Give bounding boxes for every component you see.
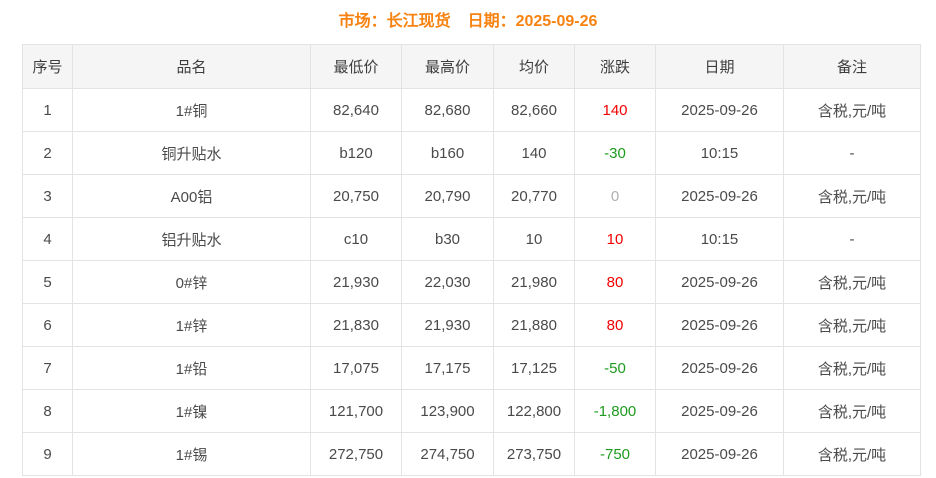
- cell-note: 含税,元/吨: [783, 389, 921, 433]
- header-col-name: 品名: [72, 44, 311, 89]
- cell-avg: 20,770: [493, 174, 575, 218]
- cell-name: 1#锡: [72, 432, 311, 476]
- cell-date: 2025-09-26: [655, 432, 784, 476]
- cell-seq: 5: [22, 260, 73, 304]
- header-col-seq: 序号: [22, 44, 73, 89]
- cell-high: 274,750: [401, 432, 494, 476]
- cell-low: 21,930: [310, 260, 402, 304]
- cell-change: -1,800: [574, 389, 656, 433]
- cell-seq: 1: [22, 88, 73, 132]
- cell-note: 含税,元/吨: [783, 346, 921, 390]
- table-row: 7 1#铅 17,075 17,175 17,125 -50 2025-09-26 含税,元/…: [22, 346, 921, 390]
- cell-name: 铜升贴水: [72, 131, 311, 175]
- cell-high: 21,930: [401, 303, 494, 347]
- cell-change: -750: [574, 432, 656, 476]
- cell-date: 2025-09-26: [655, 88, 784, 132]
- cell-seq: 7: [22, 346, 73, 390]
- cell-avg: 140: [493, 131, 575, 175]
- cell-name: 1#锌: [72, 303, 311, 347]
- header-col-low: 最低价: [310, 44, 402, 89]
- cell-high: 82,680: [401, 88, 494, 132]
- cell-date: 10:15: [655, 217, 784, 261]
- page-title: 市场：长江现货 日期：2025-09-26: [0, 0, 936, 44]
- cell-name: 1#铅: [72, 346, 311, 390]
- cell-low: c10: [310, 217, 402, 261]
- cell-low: 21,830: [310, 303, 402, 347]
- cell-low: 82,640: [310, 88, 402, 132]
- cell-seq: 2: [22, 131, 73, 175]
- table-row: 3 A00铝 20,750 20,790 20,770 0 2025-09-26 含税,元/吨: [22, 174, 921, 218]
- cell-high: 123,900: [401, 389, 494, 433]
- cell-date: 2025-09-26: [655, 174, 784, 218]
- cell-avg: 122,800: [493, 389, 575, 433]
- cell-seq: 4: [22, 217, 73, 261]
- cell-date: 2025-09-26: [655, 303, 784, 347]
- cell-high: 20,790: [401, 174, 494, 218]
- cell-low: 121,700: [310, 389, 402, 433]
- cell-name: 1#镍: [72, 389, 311, 433]
- cell-avg: 21,980: [493, 260, 575, 304]
- cell-change: 10: [574, 217, 656, 261]
- market-label: 市场：长江现货: [338, 13, 451, 30]
- date-label: 日期：2025-09-26: [467, 13, 598, 30]
- table-row: 4 铝升贴水 c10 b30 10 10 10:15-: [22, 217, 921, 261]
- cell-avg: 21,880: [493, 303, 575, 347]
- cell-name: A00铝: [72, 174, 311, 218]
- cell-change: -50: [574, 346, 656, 390]
- cell-date: 10:15: [655, 131, 784, 175]
- cell-avg: 82,660: [493, 88, 575, 132]
- cell-note: 含税,元/吨: [783, 88, 921, 132]
- cell-note: 含税,元/吨: [783, 303, 921, 347]
- cell-note: -: [783, 217, 921, 261]
- cell-note: 含税,元/吨: [783, 174, 921, 218]
- table-row: 9 1#锡 272,750 274,750 273,750 -750 2025-09-26 含…: [22, 432, 921, 476]
- cell-low: 20,750: [310, 174, 402, 218]
- cell-note: 含税,元/吨: [783, 432, 921, 476]
- header-col-high: 最高价: [401, 44, 494, 89]
- cell-high: b30: [401, 217, 494, 261]
- cell-low: 272,750: [310, 432, 402, 476]
- cell-avg: 273,750: [493, 432, 575, 476]
- cell-change: -30: [574, 131, 656, 175]
- table-row: 6 1#锌 21,830 21,930 21,880 80 2025-09-26 含税,元/吨: [22, 303, 921, 347]
- cell-seq: 9: [22, 432, 73, 476]
- table-row: 1 1#铜 82,640 82,680 82,660 140 2025-09-26 含税,元/…: [22, 88, 921, 132]
- cell-name: 1#铜: [72, 88, 311, 132]
- cell-date: 2025-09-26: [655, 389, 784, 433]
- table-row: 2 铜升贴水 b120 b160 140 -30 10:15-: [22, 131, 921, 175]
- cell-date: 2025-09-26: [655, 260, 784, 304]
- cell-date: 2025-09-26: [655, 346, 784, 390]
- cell-note: 含税,元/吨: [783, 260, 921, 304]
- header-col-note: 备注: [783, 44, 921, 89]
- cell-seq: 8: [22, 389, 73, 433]
- cell-name: 0#锌: [72, 260, 311, 304]
- cell-change: 0: [574, 174, 656, 218]
- cell-seq: 3: [22, 174, 73, 218]
- table-header-row: 序号 品名 最低价 最高价 均价 涨跌 日期 备注: [22, 44, 921, 89]
- cell-seq: 6: [22, 303, 73, 347]
- header-col-change: 涨跌: [574, 44, 656, 89]
- header-col-date: 日期: [655, 44, 784, 89]
- cell-high: b160: [401, 131, 494, 175]
- table-body: 1 1#铜 82,640 82,680 82,660 140 2025-09-26 含税,元/…: [22, 88, 921, 476]
- table-row: 5 0#锌 21,930 22,030 21,980 80 2025-09-26 含税,元/吨: [22, 260, 921, 304]
- table-row: 8 1#镍 121,700 123,900 122,800 -1,800 2025-09-2…: [22, 389, 921, 433]
- cell-avg: 10: [493, 217, 575, 261]
- cell-low: b120: [310, 131, 402, 175]
- cell-low: 17,075: [310, 346, 402, 390]
- cell-change: 80: [574, 303, 656, 347]
- cell-change: 140: [574, 88, 656, 132]
- cell-change: 80: [574, 260, 656, 304]
- cell-note: -: [783, 131, 921, 175]
- cell-high: 17,175: [401, 346, 494, 390]
- header-col-avg: 均价: [493, 44, 575, 89]
- cell-avg: 17,125: [493, 346, 575, 390]
- cell-high: 22,030: [401, 260, 494, 304]
- price-table: 序号 品名 最低价 最高价 均价 涨跌 日期 备注 1 1#铜 82,640 82,680 82,66…: [22, 44, 921, 476]
- cell-name: 铝升贴水: [72, 217, 311, 261]
